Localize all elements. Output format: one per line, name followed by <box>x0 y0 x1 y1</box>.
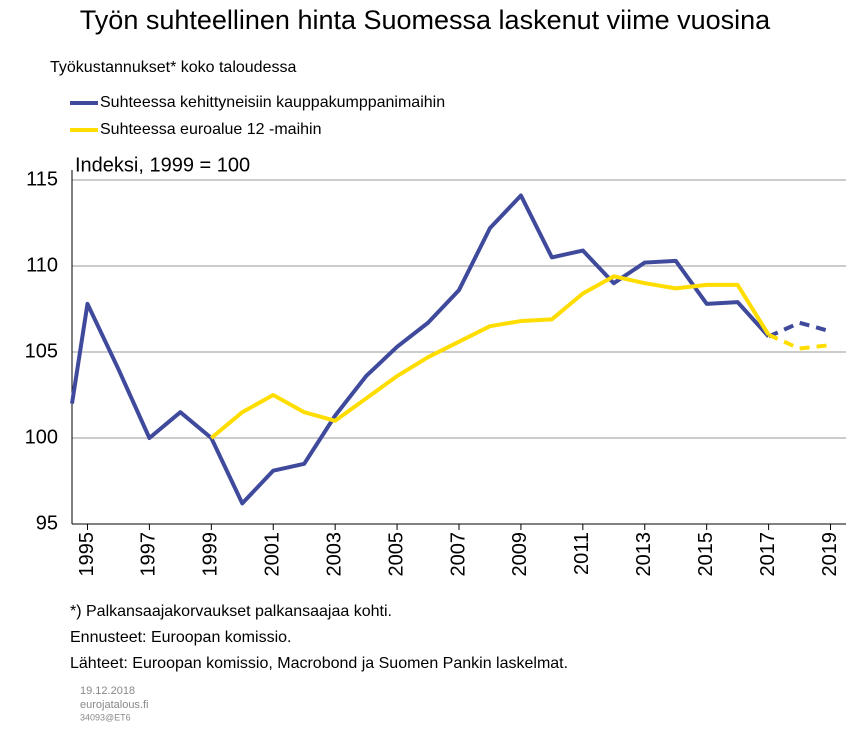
series-line <box>767 332 831 351</box>
note: Lähteet: Euroopan komissio, Macrobond ja… <box>70 655 568 672</box>
x-tick-label: 2009 <box>509 532 531 577</box>
x-tick-label: 2007 <box>447 532 469 577</box>
x-tick-label: 2019 <box>819 532 841 577</box>
y-tick-label: 95 <box>36 512 58 534</box>
footer: eurojatalous.fi <box>80 699 149 711</box>
footer: 19.12.2018 <box>80 685 135 697</box>
note: *) Palkansaajakorvaukset palkansaajaa ko… <box>70 603 392 620</box>
footer: 34093@ET6 <box>80 712 131 722</box>
x-tick-label: 2001 <box>262 532 284 577</box>
y-axis-label: Indeksi, 1999 = 100 <box>75 154 250 176</box>
x-tick-label: 1997 <box>138 532 160 577</box>
x-tick-label: 2003 <box>323 532 345 577</box>
legend-label: Suhteessa kehittyneisiin kauppakumppanim… <box>100 94 445 111</box>
subtitle: Työkustannukset* koko taloudessa <box>50 59 296 76</box>
x-tick-label: 2011 <box>571 532 593 575</box>
x-tick-label: 1999 <box>200 532 222 577</box>
series-line <box>767 320 832 339</box>
y-tick-label: 110 <box>26 254 58 276</box>
y-tick-label: 115 <box>26 168 58 190</box>
chart-title: Työn suhteellinen hinta Suomessa laskenu… <box>80 5 771 35</box>
series-line <box>210 274 771 440</box>
y-tick-label: 100 <box>25 426 58 448</box>
x-tick-label: 2015 <box>695 532 717 577</box>
series-line <box>70 193 771 506</box>
y-tick-label: 105 <box>25 340 58 362</box>
x-tick-label: 2017 <box>757 532 779 577</box>
note: Ennusteet: Euroopan komissio. <box>70 629 291 646</box>
x-tick-label: 1995 <box>76 532 98 577</box>
x-tick-label: 2013 <box>633 532 655 577</box>
legend-label: Suhteessa euroalue 12 -maihin <box>100 121 321 138</box>
x-tick-label: 2005 <box>385 532 407 577</box>
